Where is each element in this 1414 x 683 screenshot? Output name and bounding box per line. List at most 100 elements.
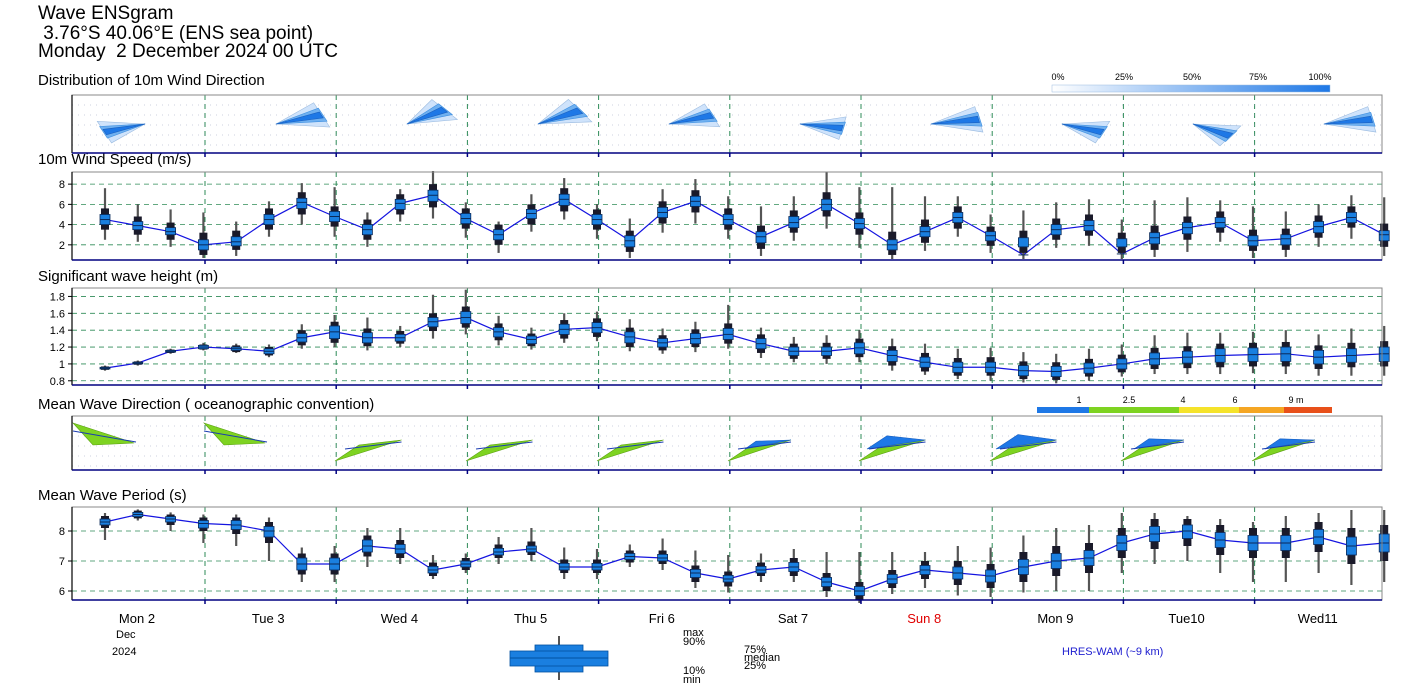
wave-direction-rose (596, 439, 664, 462)
box-25-75 (197, 520, 209, 529)
rose-core-sector (537, 107, 584, 125)
wave-scale-label-1: 1 (1076, 395, 1081, 405)
box-whisker (263, 344, 275, 358)
box-whisker (985, 347, 996, 381)
box-whisker (690, 179, 701, 224)
wave-direction-arrow (606, 441, 664, 450)
box-whisker (558, 178, 570, 220)
box-whisker (1313, 334, 1324, 376)
box-whisker (361, 212, 373, 247)
wind-direction-rose (798, 116, 847, 140)
wave-direction-title: Mean Wave Direction ( oceanographic conv… (38, 396, 375, 413)
box-whisker (1280, 211, 1292, 257)
y-tick-label: 2 (59, 240, 65, 252)
box-whisker (493, 221, 505, 253)
box-whisker (919, 196, 931, 251)
box-whisker (132, 360, 144, 366)
y-tick-label: 6 (59, 586, 65, 598)
box-whisker (263, 201, 275, 237)
wind-direction-rose (667, 103, 721, 128)
box-whisker (1378, 197, 1390, 256)
wave-period-title: Mean Wave Period (s) (38, 487, 187, 504)
box-whisker (99, 188, 111, 240)
box-whisker (1050, 202, 1062, 248)
box-whisker (591, 549, 603, 579)
box-whisker (99, 365, 111, 371)
box-25-75 (788, 216, 800, 229)
page-title: Wave ENSgram (38, 3, 174, 24)
box-whisker (526, 194, 537, 232)
wave-direction-arrow (737, 441, 792, 450)
box-whisker (591, 311, 603, 342)
wind-direction-rose (1060, 121, 1111, 144)
box-25-75 (1149, 232, 1160, 245)
box-whisker (886, 552, 898, 594)
box-25-75 (427, 189, 439, 202)
box-whisker (1116, 219, 1128, 259)
box-whisker (427, 555, 439, 579)
wave-scale-label-5: 9 m (1288, 395, 1303, 405)
wave-direction-arrow (344, 441, 402, 450)
wave-direction-rose (1120, 438, 1185, 462)
box-whisker (558, 313, 570, 343)
wave-direction-rose (989, 434, 1057, 462)
box-25-75 (624, 235, 636, 248)
wave-direction-arrow (72, 430, 137, 443)
percent-color-bar (1051, 84, 1331, 93)
box-whisker (165, 348, 177, 354)
y-tick-label: 7 (59, 556, 65, 568)
box-whisker (690, 550, 701, 588)
box-whisker (1018, 535, 1029, 593)
box-whisker (165, 512, 177, 531)
box-whisker (624, 218, 636, 258)
base-date-label: Monday 2 December 2024 00 UTC (38, 41, 338, 62)
rose-core-sector (1192, 123, 1234, 139)
box-whisker (952, 348, 964, 380)
box-whisker (132, 509, 144, 521)
box-25-75 (558, 193, 570, 206)
wave-direction-arrow (1261, 441, 1316, 450)
x-tick-label: Sun 8 (907, 611, 941, 626)
box-whisker (722, 555, 734, 593)
box-whisker (361, 317, 373, 351)
box-whisker (1050, 353, 1062, 384)
legend-max: max (683, 627, 704, 639)
x-axis: Mon 2 Tue 3 Wed 4 Thu 5 Fri 6 Sat 7 Sun 8 Mon 9… (119, 611, 1338, 626)
box-whisker (230, 221, 242, 256)
box-25-75 (165, 227, 177, 236)
box-whisker (197, 212, 209, 258)
box-whisker (821, 335, 832, 364)
x-tick-label: Mon 2 (119, 611, 155, 626)
model-label: HRES-WAM (~9 km) (1062, 646, 1163, 658)
box-whisker (919, 552, 931, 588)
box-whisker (99, 513, 111, 540)
box-whisker (788, 336, 800, 363)
box-whisker (394, 325, 406, 348)
x-tick-label: Fri 6 (649, 611, 675, 626)
box-whisker (624, 319, 636, 352)
box-whisker (1247, 331, 1259, 374)
box-whisker (854, 187, 865, 248)
box-whisker (722, 304, 734, 349)
wave-blue-sector (995, 434, 1057, 450)
legend-p75: 75% (744, 644, 766, 656)
box-whisker (624, 544, 636, 567)
wave-direction-arrow (475, 441, 533, 450)
wave-blue-sector (866, 435, 926, 450)
y-tick-label: 6 (59, 199, 65, 211)
box-whisker (263, 517, 275, 561)
y-tick-label: 1.2 (50, 342, 65, 354)
boxplot-layer (99, 170, 1390, 603)
box-whisker (1116, 344, 1128, 377)
panel-frame-wdir (71, 94, 1383, 154)
median-line (104, 513, 1385, 592)
box-whisker (1214, 519, 1226, 573)
scale-seg-orange (1239, 407, 1284, 413)
wave-direction-rose (203, 422, 268, 446)
box-25-75 (1378, 230, 1390, 242)
box-whisker (1346, 195, 1357, 239)
wind-direction-rose (274, 102, 331, 128)
box-whisker (558, 547, 570, 579)
y-tick-label: 4 (59, 220, 65, 232)
grid-layer (72, 95, 1382, 600)
